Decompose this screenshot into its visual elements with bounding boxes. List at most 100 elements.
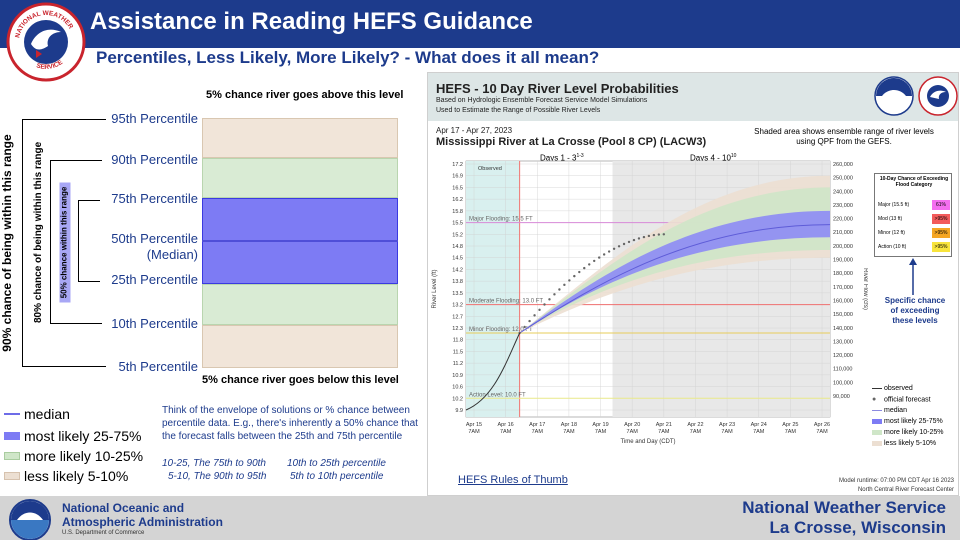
y-tick-label: 10.2 [452,396,463,402]
chance-moderate-name: Mod (13 ft) [878,216,903,222]
flood-chance-title: 10-Day Chance of Exceeding Flood Categor… [879,176,949,188]
official-forecast-point [523,325,526,329]
y2-tick-label: 200,000 [833,244,853,250]
y-tick-label: 11.8 [453,338,463,344]
band-lower-less-likely [202,325,398,368]
x-tick-label: Apr 20 [624,422,640,428]
bracket-90 [22,119,106,367]
official-forecast-point [568,279,571,282]
x-tick-sub: 7AM [627,429,639,435]
percentile-10: 10th Percentile [111,316,198,331]
y2-tick-label: 90,000 [833,394,850,400]
official-forecast-point [632,238,636,242]
y-tick-label: 15.2 [452,232,463,238]
hefs-graphic: HEFS - 10 Day River Level Probabilities … [427,72,959,496]
official-forecast-point [533,314,536,317]
official-forecast-point [617,245,621,248]
official-forecast-point [627,240,631,244]
flood-label-action: Action Level: 10.0 FT [469,392,526,398]
top-5pct-label: 5% chance river goes above this level [206,89,404,101]
y-tick-label: 14.5 [452,256,463,262]
bracket-80 [50,160,102,324]
x-tick-sub: 7AM [595,429,607,435]
y-tick-label: 16.2 [452,197,463,203]
legend-median-swatch [4,413,20,415]
official-forecast-point [558,288,561,291]
y-tick-label: 10.9 [452,373,463,379]
y-axis-title: River Level (ft) [432,269,438,308]
x-tick-sub: 7AM [563,429,575,435]
legend-less-swatch [4,472,20,480]
legend-less-label: less likely 5-10% [24,468,129,484]
page-subtitle: Percentiles, Less Likely, More Likely? -… [96,48,600,67]
observed-series [465,332,521,411]
band-upper-more-likely [202,158,398,198]
y2-tick-label: 130,000 [833,339,853,345]
official-forecast-point [578,270,581,274]
noaa-dept: U.S. Department of Commerce [62,530,145,536]
hefs-legend-median-label: median [884,407,907,414]
chance-moderate-value: >95% [932,214,950,224]
y-tick-label: 13.5 [452,291,463,297]
percentile-50: 50th Percentile [111,231,198,246]
observed-label: Observed [478,166,502,172]
hefs-legend-likely-label: most likely 25-75% [884,418,943,425]
y-tick-label: 9.9 [455,408,463,414]
x-tick-label: Apr 19 [592,422,608,428]
office-location: La Crosse, Wisconsin [769,518,946,537]
hefs-center: North Central River Forecast Center [857,487,954,493]
official-forecast-point [543,303,546,306]
flood-label-major: Major Flooding: 15.5 FT [469,217,533,223]
days-1-3-text: Days 1 - 3 [540,153,577,163]
hefs-legend-observed-label: observed [884,385,913,392]
y2-tick-label: 170,000 [833,285,853,291]
x-tick-label: Apr 21 [656,422,672,428]
page-title: Assistance in Reading HEFS Guidance [90,8,533,35]
official-forecast-point [637,237,641,240]
chance-major-value: 61% [932,200,950,210]
band-upper-less-likely [202,118,398,158]
y-tick-label: 13.8 [452,279,463,285]
official-forecast-point [647,234,651,238]
legend-more: more likely 10-25% [4,447,143,465]
hefs-shade-note: Shaded area shows ensemble range of rive… [754,127,934,146]
y2-tick-label: 220,000 [833,217,853,223]
y2-axis-title: River Flow (cfs) [862,268,868,310]
hefs-rules-link[interactable]: HEFS Rules of Thumb [458,474,568,486]
hefs-legend: observed ● official forecast median most … [872,385,954,451]
x-tick-sub: 7AM [690,429,702,435]
x-tick-label: Apr 23 [719,422,735,428]
percentile-95: 95th Percentile [111,111,198,126]
y2-tick-label: 210,000 [833,230,853,236]
x-tick-label: Apr 22 [687,422,703,428]
y2-tick-label: 230,000 [833,203,853,209]
hefs-legend-official-label: official forecast [884,396,931,404]
observed-period-shade [466,161,520,417]
y-tick-label: 10.6 [452,385,463,391]
range-note-2a: 5-10, The 90th to 95th [168,471,267,482]
hefs-legend-less-label: less likely 5-10% [884,440,937,447]
y2-tick-label: 190,000 [833,258,853,264]
band-most-likely [519,210,830,333]
days-4-10-label: Days 4 - 1010 [690,153,737,163]
noaa-name-1: National Oceanic and [62,501,185,515]
official-forecast-point [553,293,556,296]
x-tick-label: Apr 25 [782,422,798,428]
office-name: National Weather Service [742,498,946,517]
band-lower-more-likely [202,284,398,325]
official-forecast-point [652,233,656,237]
chance-action-name: Action (10 ft) [878,244,907,250]
y2-tick-label: 250,000 [833,176,853,182]
official-forecast-point [593,259,596,263]
legend-likely-swatch [4,432,20,440]
hefs-legend-official: ● official forecast [872,396,931,404]
x-tick-sub: 7AM [785,429,797,435]
y2-tick-label: 110,000 [833,367,852,373]
official-forecast-point [538,308,541,312]
nws-logo-icon: NATIONAL WEATHER SERVICE [6,2,86,82]
header-bar [0,0,960,48]
y2-tick-label: 180,000 [833,271,853,277]
bracket-50 [78,200,100,282]
range-note-1b: 10th to 25th percentile [287,458,386,469]
hefs-legend-less: less likely 5-10% [872,440,936,447]
